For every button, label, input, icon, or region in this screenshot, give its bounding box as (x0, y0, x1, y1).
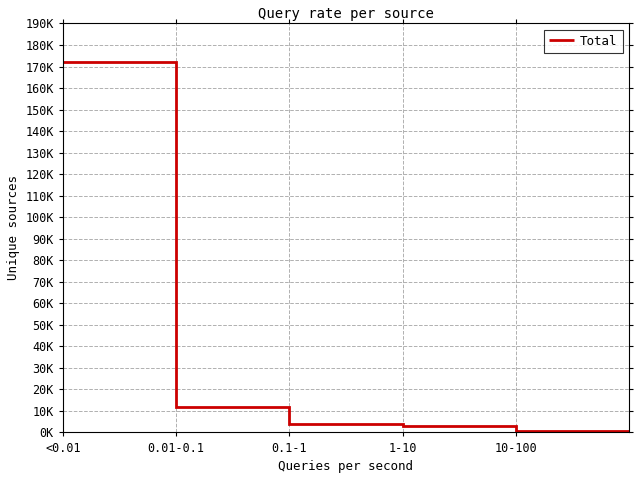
Total (399, 421, 406, 427)
Total (512, 423, 520, 429)
Total (399, 423, 406, 429)
Legend: Total: Total (544, 30, 623, 53)
Total (625, 429, 633, 434)
X-axis label: Queries per second: Queries per second (278, 460, 413, 473)
Total (285, 404, 293, 409)
Total (285, 421, 293, 427)
Line: Total: Total (63, 62, 629, 432)
Total (172, 60, 180, 65)
Total (625, 430, 633, 435)
Title: Query rate per source: Query rate per source (258, 7, 434, 21)
Total (59, 60, 67, 65)
Y-axis label: Unique sources: Unique sources (7, 176, 20, 280)
Total (512, 429, 520, 434)
Total (172, 404, 180, 409)
